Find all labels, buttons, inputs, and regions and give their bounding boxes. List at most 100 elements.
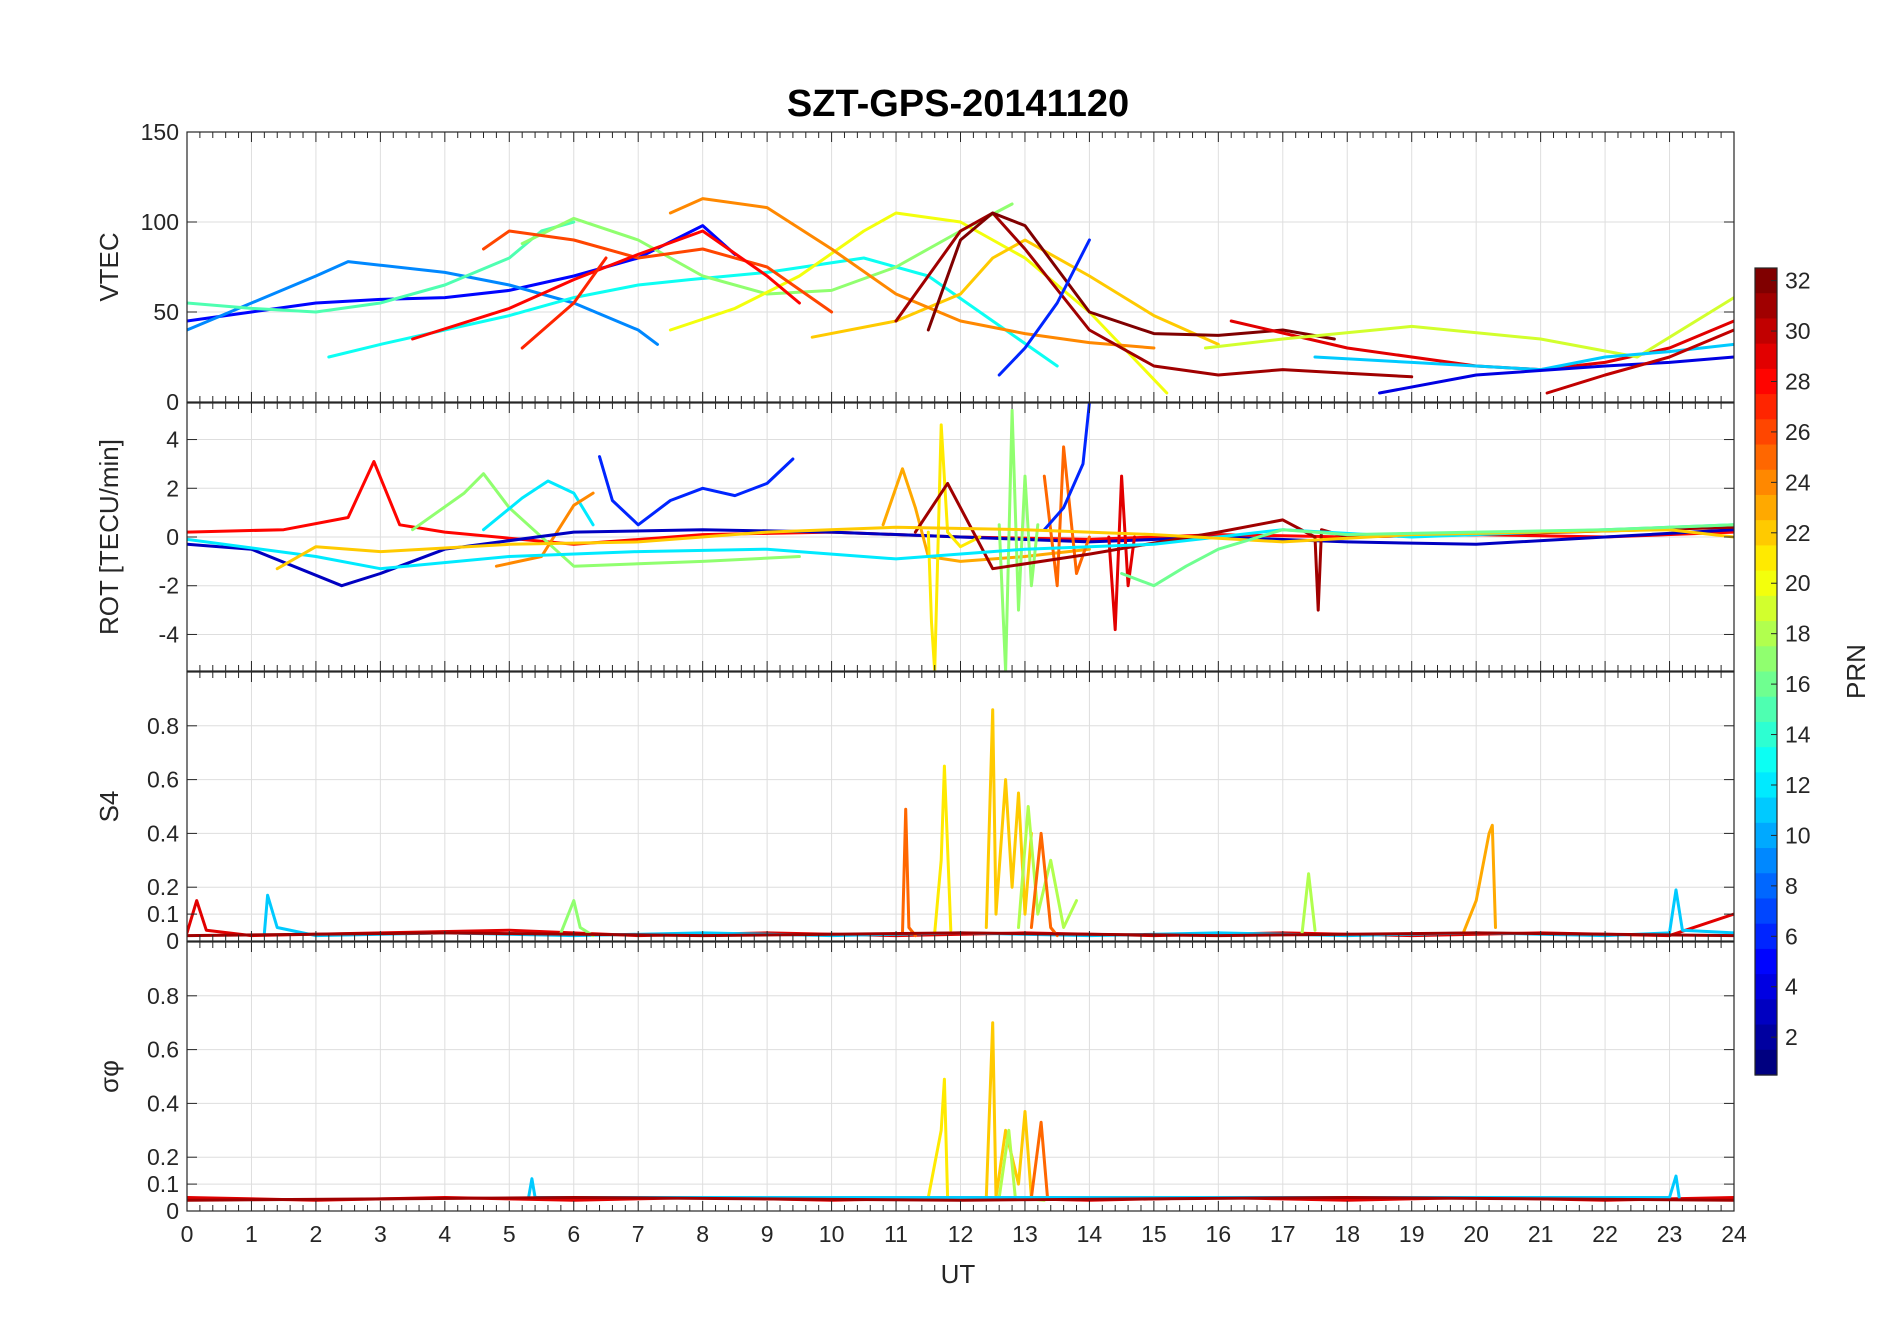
x-tick-label: 18 (1334, 1221, 1360, 1247)
trace-prn-21 (926, 1077, 950, 1199)
colorbar-segment (1755, 671, 1777, 698)
y-tick-label: 0.2 (147, 874, 179, 900)
trace-prn-22 (810, 238, 1220, 346)
colorbar-segment (1755, 318, 1777, 345)
x-tick-label: 4 (438, 1221, 451, 1247)
colorbar-segment (1755, 848, 1777, 874)
trace-prn-29 (1107, 474, 1136, 632)
y-tick-label: 0.6 (147, 767, 179, 793)
y-tick-label: 150 (141, 119, 179, 145)
y-axis-label: VTEC (94, 232, 124, 301)
y-tick-label: 0 (166, 524, 179, 550)
x-axis-label: UT (941, 1259, 976, 1289)
traces (187, 197, 1734, 395)
colorbar-segment (1755, 570, 1777, 597)
colorbar-segment (1755, 368, 1777, 395)
colorbar-tick-label: 10 (1785, 822, 1811, 848)
x-tick-label: 1 (245, 1221, 258, 1247)
y-tick-label: 0.8 (147, 713, 179, 739)
colorbar-segment (1755, 873, 1777, 900)
colorbar-tick-label: 22 (1785, 520, 1811, 546)
colorbar-segment (1755, 696, 1777, 723)
colorbar-tick-label: 2 (1785, 1024, 1798, 1050)
trace-prn-6 (997, 238, 1091, 377)
trace-prn-17 (520, 202, 1014, 296)
y-tick-label: 0.2 (147, 1144, 179, 1170)
chart-title: SZT-GPS-20141120 (787, 83, 1129, 125)
colorbar-tick-label: 26 (1785, 419, 1811, 445)
y-tick-label: 0.1 (147, 901, 179, 927)
trace-prn-3 (187, 528, 1734, 588)
y-axis-label: ROT [TECU/min] (94, 439, 124, 635)
y-tick-label: -4 (159, 621, 180, 647)
trace-prn-27 (520, 256, 608, 350)
y-tick-label: 2 (166, 475, 179, 501)
y-tick-label: 0 (166, 928, 179, 954)
x-tick-label: 24 (1721, 1221, 1747, 1247)
colorbar-segment (1755, 721, 1777, 748)
x-tick-label: 2 (310, 1221, 323, 1247)
colorbar-segment (1755, 999, 1777, 1026)
colorbar-segment (1755, 646, 1777, 673)
trace-prn-5 (187, 224, 737, 323)
x-tick-label: 5 (503, 1221, 516, 1247)
colorbar-segment (1755, 1024, 1777, 1051)
x-tick-label: 10 (819, 1221, 845, 1247)
trace-prn-9 (187, 260, 659, 346)
trace-prn-25 (901, 807, 917, 938)
trace-prn-30 (1545, 328, 1734, 395)
colorbar-segment (1755, 1049, 1777, 1076)
colorbar-segment (1755, 621, 1777, 647)
colorbar-segment (1755, 520, 1777, 547)
x-tick-label: 23 (1657, 1221, 1683, 1247)
colorbar-segment (1755, 343, 1777, 370)
colorbar-segment (1755, 444, 1777, 471)
colorbar-label: PRN (1841, 644, 1871, 699)
panel-rot: 4 2 0 -2 -4 ROT [TECU/min] (94, 402, 1735, 672)
colorbar-segment (1755, 494, 1777, 521)
colorbar-segment (1755, 822, 1777, 849)
trace-prn-17 (997, 408, 1040, 671)
trace-prn-23 (1461, 823, 1497, 935)
colorbar-tick-label: 20 (1785, 570, 1811, 596)
traces (187, 1021, 1734, 1202)
colorbar-tick-label: 28 (1785, 368, 1811, 394)
x-tick-label: 8 (696, 1221, 709, 1247)
colorbar-tick-label: 18 (1785, 621, 1811, 647)
trace-prn-31 (913, 481, 1734, 612)
trace-prn-21 (933, 764, 953, 935)
x-tick-label: 11 (884, 1221, 908, 1247)
y-tick-label: 0.6 (147, 1037, 179, 1063)
trace-prn-31 (187, 1196, 1734, 1202)
trace-prn-22 (275, 525, 1734, 571)
traces (187, 403, 1734, 671)
colorbar-segment (1755, 595, 1777, 622)
colorbar-segment (1755, 948, 1777, 975)
colorbar-segment (1755, 898, 1777, 925)
x-tick-label: 20 (1463, 1221, 1489, 1247)
trace-prn-22 (984, 708, 1033, 929)
colorbar-segment (1755, 268, 1777, 294)
x-tick-label: 19 (1399, 1221, 1425, 1247)
colorbar-tick-label: 8 (1785, 873, 1798, 899)
trace-prn-20 (668, 211, 1169, 395)
trace-prn-4 (1378, 355, 1734, 395)
colorbar-segment (1755, 923, 1777, 950)
panel-vtec: 150 100 50 0 VTEC (94, 119, 1735, 415)
y-tick-label: 0.8 (147, 983, 179, 1009)
colorbar-tick-label: 6 (1785, 923, 1798, 949)
colorbar-tick-label: 30 (1785, 318, 1811, 344)
colorbar-tick-label: 16 (1785, 671, 1811, 697)
colorbar-frame (1754, 267, 1778, 1076)
colorbar-segment (1755, 974, 1777, 1000)
colorbar-segment (1755, 293, 1777, 320)
x-tick-label: 9 (761, 1221, 774, 1247)
x-tick-label: 15 (1141, 1221, 1167, 1247)
trace-prn-16 (1120, 523, 1734, 588)
colorbar-segment (1755, 419, 1777, 446)
trace-prn-12 (482, 479, 595, 532)
trace-prn-25 (1029, 1120, 1049, 1199)
trace-prn-18 (1017, 805, 1078, 929)
